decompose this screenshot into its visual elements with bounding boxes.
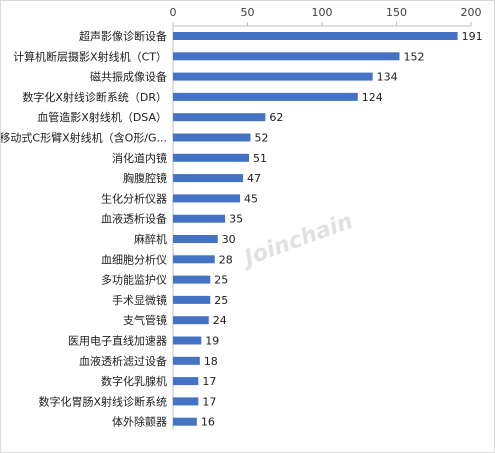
- category-label: 体外除颤器: [112, 415, 167, 429]
- category-label: 消化道内镜: [112, 151, 167, 165]
- data-label: 52: [254, 132, 268, 145]
- category-label: 麻醉机: [134, 232, 167, 246]
- bar: [173, 92, 358, 101]
- data-label: 30: [222, 233, 236, 246]
- bar: [173, 52, 400, 61]
- bar: [173, 397, 199, 406]
- bar: [173, 417, 197, 426]
- bar: [173, 153, 249, 162]
- category-label: 数字化X射线诊断系统（DR）: [22, 90, 167, 104]
- x-tick-label: 50: [241, 6, 255, 19]
- category-label: 磁共振成像设备: [90, 70, 167, 84]
- data-label: 134: [377, 71, 398, 84]
- data-label: 35: [229, 213, 243, 226]
- bar: [173, 174, 244, 183]
- category-label: 胸腹腔镜: [123, 171, 167, 185]
- category-label: 多功能监护仪: [101, 273, 167, 287]
- bar: [173, 275, 211, 284]
- category-label: 计算机断层摄影X射线机（CT）: [13, 49, 167, 63]
- data-label: 18: [204, 355, 218, 368]
- bar: [173, 214, 226, 223]
- bars-group: [173, 32, 458, 426]
- x-tick-label: 100: [312, 6, 333, 19]
- category-label: 生化分析仪器: [101, 191, 167, 205]
- category-label: 支气管镜: [123, 313, 167, 327]
- category-label: 血液透析设备: [101, 212, 167, 226]
- bar: [173, 133, 251, 142]
- data-label: 191: [462, 30, 483, 43]
- bar: [173, 72, 373, 81]
- data-label: 17: [202, 375, 216, 388]
- category-label: 血管造影X射线机（DSA）: [37, 110, 167, 124]
- watermark-layer: Joinchain: [238, 209, 357, 273]
- bar: [173, 255, 215, 264]
- bar: [173, 113, 266, 122]
- category-label: 超声影像诊断设备: [79, 29, 167, 43]
- data-label: 152: [403, 50, 424, 63]
- category-label: 血液透析滤过设备: [79, 354, 167, 368]
- bar: [173, 194, 241, 203]
- data-label: 62: [269, 111, 283, 124]
- bar: [173, 316, 209, 325]
- category-label: 数字化胃肠X射线诊断系统: [38, 394, 167, 408]
- x-tick-label: 200: [461, 6, 482, 19]
- category-label: 医用电子直线加速器: [68, 334, 167, 348]
- data-label: 28: [219, 253, 233, 266]
- data-label: 25: [214, 274, 228, 287]
- bar: [173, 295, 211, 304]
- bar: [173, 235, 218, 243]
- data-label: 16: [201, 416, 215, 429]
- category-label: 移动式C形臂X射线机（含O形/G...: [1, 131, 167, 145]
- x-tick-label: 150: [386, 6, 407, 19]
- data-label: 17: [202, 395, 216, 408]
- data-label: 25: [214, 294, 228, 307]
- data-label: 45: [244, 192, 258, 205]
- bar: [173, 336, 202, 345]
- data-label: 47: [247, 172, 261, 185]
- data-label: 51: [253, 152, 267, 165]
- category-label: 手术显微镜: [112, 293, 167, 307]
- x-tick-label: 0: [170, 6, 177, 19]
- bar: [173, 377, 199, 386]
- data-label: 124: [362, 91, 383, 104]
- bar: [173, 32, 458, 40]
- category-label: 血细胞分析仪: [101, 252, 167, 266]
- data-label: 24: [213, 314, 227, 327]
- category-label: 数字化乳腺机: [101, 374, 167, 388]
- watermark-text: Joinchain: [238, 209, 357, 273]
- bar: [173, 356, 200, 365]
- data-label: 19: [205, 335, 219, 348]
